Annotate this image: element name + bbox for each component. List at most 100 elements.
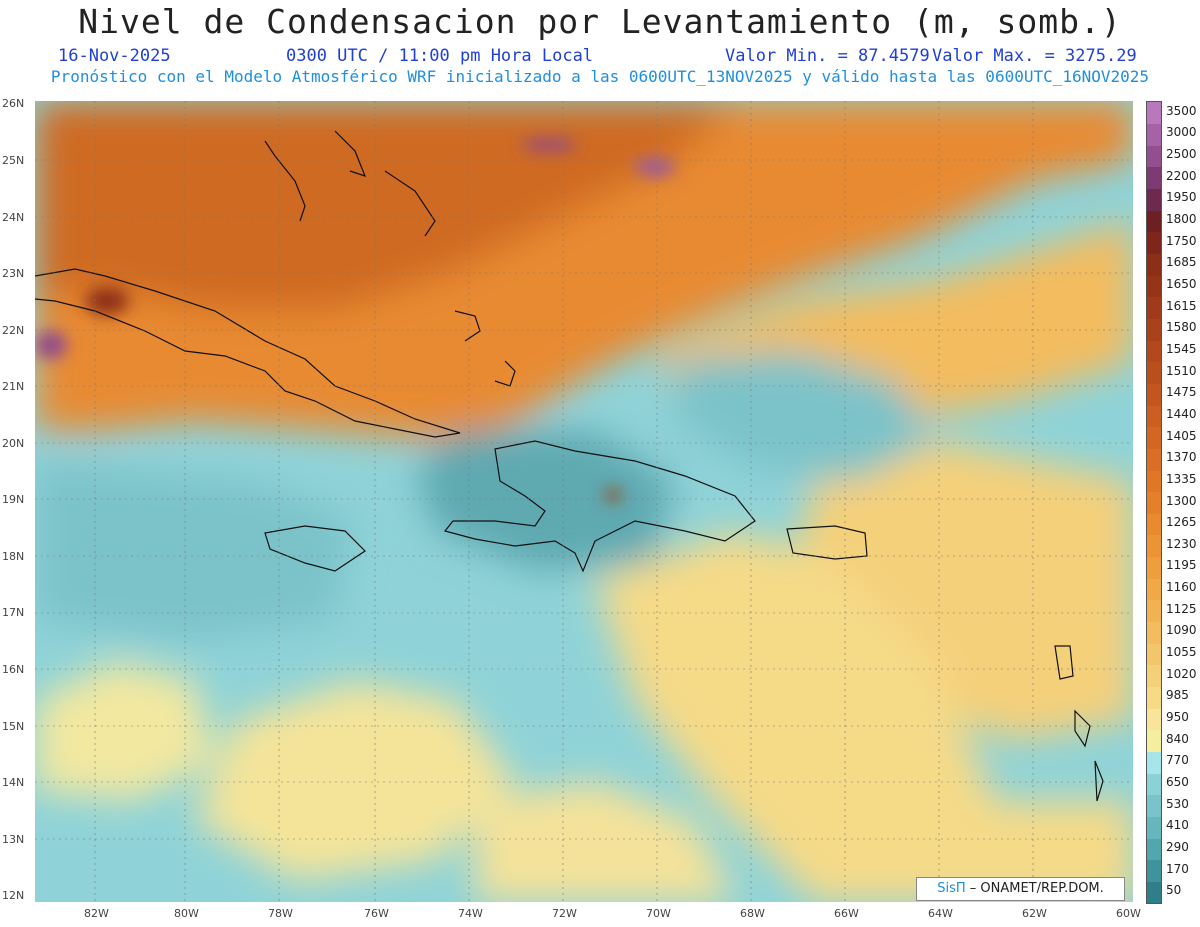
- lon-label: 64W: [928, 907, 953, 920]
- colorbar-segment: [1147, 513, 1161, 536]
- colorbar-label: 1650: [1166, 277, 1197, 291]
- lat-label: 21N: [2, 380, 25, 393]
- colorbar-segment: [1147, 751, 1161, 774]
- colorbar-label: 1230: [1166, 536, 1197, 551]
- credit-box: SisΠ – ONAMET/REP.DOM.: [916, 877, 1125, 901]
- lat-label: 17N: [2, 606, 25, 619]
- colorbar-label: 3000: [1166, 125, 1197, 140]
- lon-label: 76W: [364, 907, 389, 920]
- colorbar-label: 170: [1166, 861, 1189, 876]
- colorbar-segment: [1147, 253, 1161, 276]
- colorbar-segment: [1147, 188, 1161, 211]
- colorbar-segment: [1147, 621, 1161, 644]
- colorbar-segment: [1147, 318, 1161, 341]
- lat-label: 15N: [2, 720, 25, 733]
- colorbar-segment: [1147, 708, 1161, 731]
- colorbar-label: 1580: [1166, 320, 1197, 335]
- map-title: Nivel de Condensacion por Levantamiento …: [78, 2, 1122, 41]
- lon-label: 62W: [1022, 907, 1047, 920]
- lon-label: 70W: [646, 907, 671, 920]
- colorbar-label: 290: [1166, 839, 1189, 854]
- colorbar-segment: [1147, 448, 1161, 471]
- colorbar-label: 1265: [1166, 515, 1197, 530]
- colorbar-label: 1160: [1166, 580, 1197, 595]
- colorbar-label: 1615: [1166, 298, 1197, 313]
- lat-label: 14N: [2, 776, 25, 789]
- colorbar-label: 1475: [1166, 385, 1197, 400]
- colorbar-segment: [1147, 881, 1161, 904]
- colorbar-segment: [1147, 296, 1161, 319]
- lon-label: 72W: [552, 907, 577, 920]
- colorbar-label: 50: [1166, 883, 1182, 898]
- colorbar-segment: [1147, 816, 1161, 839]
- colorbar-segment: [1147, 231, 1161, 255]
- colorbar-segment: [1147, 729, 1161, 752]
- lat-label: 13N: [2, 833, 25, 846]
- colorbar-label: 650: [1166, 774, 1189, 789]
- lon-label: 68W: [740, 907, 765, 920]
- lon-label: 78W: [268, 907, 293, 920]
- colorbar-label: 1125: [1166, 601, 1197, 616]
- lat-label: 20N: [2, 437, 25, 450]
- lcl-map: [35, 101, 1133, 902]
- colorbar-segment: [1147, 556, 1161, 579]
- min-value-label: Valor Min. = 87.4579: [725, 46, 930, 66]
- colorbar-segment: [1147, 123, 1161, 146]
- graticule: [35, 101, 1133, 902]
- colorbar-segment: [1147, 859, 1161, 882]
- sispi-logo-icon: SisΠ: [937, 881, 966, 896]
- colorbar-segment: [1147, 166, 1161, 190]
- max-value-label: Valor Max. = 3275.29: [932, 46, 1137, 66]
- colorbar-label: 1510: [1166, 363, 1197, 378]
- colorbar-segment: [1147, 340, 1161, 363]
- colorbar-segment: [1147, 361, 1161, 384]
- colorbar-label: 950: [1166, 709, 1189, 724]
- coastlines: [35, 130, 1104, 802]
- colorbar-label: 410: [1166, 818, 1189, 833]
- lat-label: 12N: [2, 889, 25, 902]
- colorbar-segment: [1147, 491, 1161, 514]
- colorbar-label: 1750: [1166, 233, 1197, 248]
- colorbar-segment: [1147, 599, 1161, 623]
- colorbar-label: 840: [1166, 731, 1189, 746]
- colorbar-segment: [1147, 664, 1161, 687]
- lat-label: 25N: [2, 154, 25, 167]
- colorbar-segment: [1147, 643, 1161, 666]
- lat-label: 16N: [2, 663, 25, 676]
- colorbar-segment: [1147, 578, 1161, 601]
- colorbar-segment: [1147, 470, 1161, 493]
- colorbar-label: 1300: [1166, 493, 1197, 508]
- colorbar-label: 1195: [1166, 558, 1197, 573]
- lon-label: 74W: [458, 907, 483, 920]
- colorbar-label: 2500: [1166, 147, 1197, 162]
- colorbar-segment: [1147, 773, 1161, 796]
- colorbar-segment: [1147, 275, 1161, 298]
- colorbar-segment: [1147, 794, 1161, 817]
- colorbar-segment: [1147, 102, 1161, 125]
- colorbar-label: 1950: [1166, 190, 1197, 205]
- lat-label: 18N: [2, 550, 25, 563]
- colorbar-label: 1685: [1166, 255, 1197, 270]
- colorbar-segment: [1147, 534, 1161, 558]
- colorbar-segment: [1147, 405, 1161, 428]
- lat-label: 23N: [2, 267, 25, 280]
- colorbar-label: 1370: [1166, 450, 1197, 465]
- colorbar-label: 1800: [1166, 212, 1197, 227]
- lat-label: 26N: [2, 97, 25, 110]
- date-label: 16-Nov-2025: [58, 46, 171, 66]
- lon-label: 66W: [834, 907, 859, 920]
- time-label: 0300 UTC / 11:00 pm Hora Local: [286, 46, 594, 66]
- colorbar-label: 1405: [1166, 428, 1197, 443]
- forecast-info: Pronóstico con el Modelo Atmosférico WRF…: [50, 67, 1150, 86]
- colorbar-segment: [1147, 383, 1161, 406]
- colorbar-segment: [1147, 426, 1161, 449]
- lat-label: 24N: [2, 211, 25, 224]
- colorbar-label: 3500: [1166, 103, 1197, 118]
- colorbar-segment: [1147, 838, 1161, 861]
- colorbar-segment: [1147, 686, 1161, 709]
- lat-label: 22N: [2, 324, 25, 337]
- colorbar-label: 1335: [1166, 471, 1197, 486]
- colorbar-label: 1545: [1166, 341, 1197, 356]
- colorbar-label: 530: [1166, 796, 1189, 811]
- colorbar-segment: [1147, 210, 1161, 233]
